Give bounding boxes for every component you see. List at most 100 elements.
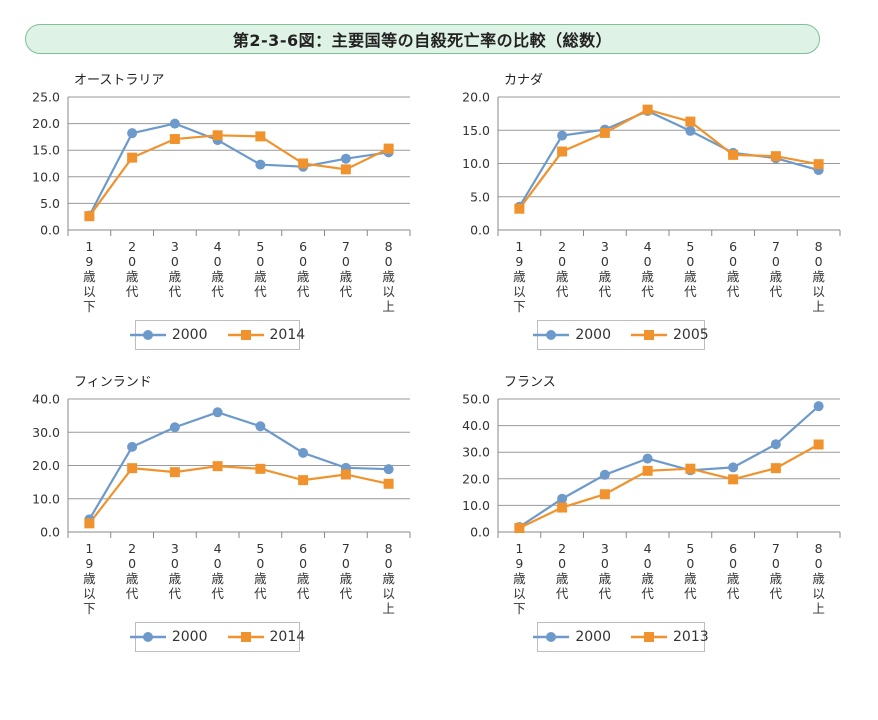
data-point-2000 <box>813 401 824 412</box>
x-tick-label: 7 0 歳代 <box>340 541 353 601</box>
data-point-2000 <box>127 441 138 452</box>
x-tick-label: 1 9 歳以下 <box>83 541 96 616</box>
y-tick-label: 10.0 <box>32 491 60 506</box>
series-line-2005 <box>518 108 819 210</box>
legend-australia: 2000 2014 <box>129 320 305 350</box>
y-tick-label: 0.0 <box>40 525 60 540</box>
data-point-2000 <box>642 453 653 464</box>
y-tick-label: 10.0 <box>462 156 490 171</box>
y-tick-label: 0.0 <box>40 223 60 238</box>
data-point-2000 <box>557 493 568 504</box>
x-tick-label: 5 0 歳代 <box>254 239 267 299</box>
data-point-2000 <box>557 130 568 141</box>
data-point-2013 <box>642 465 653 476</box>
data-point-2014 <box>169 467 180 478</box>
x-tick-label: 8 0 歳以上 <box>812 541 825 616</box>
x-tick-label: 5 0 歳代 <box>684 239 697 299</box>
chart-canada: カナダ 0.0 5.0 10.0 15.0 20.0 1 9 歳以下 2 0 歳代 3 0 歳代 4 0 歳代 5 0… <box>430 70 860 320</box>
y-tick-label: 40.0 <box>462 418 490 433</box>
y-tick-label: 30.0 <box>462 445 490 460</box>
x-tick-label: 6 0 歳代 <box>727 239 740 299</box>
y-tick-label: 10.0 <box>462 498 490 513</box>
y-tick-label: 20.0 <box>462 90 490 105</box>
x-tick-label: 6 0 歳代 <box>727 541 740 601</box>
square-marker-icon <box>631 330 667 340</box>
data-point-2013 <box>514 523 525 534</box>
data-point-2000 <box>169 118 180 129</box>
square-marker-icon <box>227 330 264 340</box>
data-point-2000 <box>383 464 394 475</box>
series-line-2000 <box>518 405 820 528</box>
data-point-2005 <box>514 203 525 214</box>
data-point-2000 <box>770 439 781 450</box>
legend-label: 2000 <box>171 327 208 343</box>
y-tick-label: 25.0 <box>32 90 60 105</box>
square-marker-icon <box>227 632 264 642</box>
data-point-2000 <box>298 447 309 458</box>
y-tick-label: 0.0 <box>470 525 490 540</box>
data-point-2000 <box>599 469 610 480</box>
x-tick-label: 7 0 歳代 <box>340 239 353 299</box>
y-tick-label: 5.0 <box>40 196 60 211</box>
x-tick-label: 7 0 歳代 <box>770 239 783 299</box>
x-tick-label: 1 9 歳以下 <box>513 239 526 314</box>
series-line-2014 <box>88 465 389 525</box>
chart-svg-france: フランス 0.0 10.0 20.0 30.0 40.0 50.0 1 9 歳以下 2 0 歳代 3 0 歳代… <box>462 375 841 616</box>
y-tick-label: 20.0 <box>32 458 60 473</box>
circle-marker-icon <box>533 330 570 340</box>
data-point-2000 <box>255 159 266 170</box>
data-point-2005 <box>813 159 824 170</box>
data-point-2014 <box>84 518 95 529</box>
data-point-2000 <box>169 422 180 433</box>
data-point-2000 <box>685 125 696 136</box>
legend-item-series2: 2013 <box>631 629 709 645</box>
series-line-2013 <box>518 443 820 530</box>
y-tick-label: 15.0 <box>462 123 490 138</box>
x-tick-label: 4 0 歳代 <box>211 239 224 299</box>
legend-item-series1: 2000 <box>533 629 611 645</box>
legend-label: 2000 <box>575 327 611 343</box>
x-tick-label: 8 0 歳以上 <box>382 239 395 314</box>
y-tick-label: 20.0 <box>32 116 60 131</box>
x-tick-label: 4 0 歳代 <box>211 541 224 601</box>
x-tick-label: 3 0 歳代 <box>599 239 612 299</box>
legend-canada: 2000 2005 <box>533 320 709 350</box>
series-line-2000 <box>88 411 389 520</box>
y-tick-label: 15.0 <box>32 143 60 158</box>
legend-item-series1: 2000 <box>129 327 208 343</box>
chart-svg-finland: フィンランド 0.0 10.0 20.0 30.0 40.0 1 9 歳以下 2 0 歳代 3 0 歳代 4 0… <box>32 375 411 616</box>
chart-australia: オーストラリア 0.0 5.0 10.0 15.0 20.0 25.0 1 9 歳以下 2 0 歳代 3 0… <box>0 70 430 320</box>
data-point-2005 <box>685 116 696 127</box>
x-tick-label: 3 0 歳代 <box>599 541 612 601</box>
data-point-2000 <box>340 153 351 164</box>
y-tick-label: 40.0 <box>32 392 60 407</box>
chart-svg-canada: カナダ 0.0 5.0 10.0 15.0 20.0 1 9 歳以下 2 0 歳代 3 0 歳代 4 0 歳代 5 0… <box>462 73 841 314</box>
legend-item-series1: 2000 <box>533 327 611 343</box>
y-tick-label: 0.0 <box>470 223 490 238</box>
legend-label: 2000 <box>575 629 611 645</box>
data-point-2000 <box>212 407 223 418</box>
data-point-2014 <box>127 152 138 163</box>
data-point-2013 <box>599 489 610 500</box>
x-tick-label: 4 0 歳代 <box>641 541 654 601</box>
data-point-2014 <box>255 463 266 474</box>
x-tick-label: 5 0 歳代 <box>254 541 267 601</box>
legend-item-series1: 2000 <box>129 629 208 645</box>
chart-title: フランス <box>504 375 556 390</box>
x-tick-label: 3 0 歳代 <box>169 541 182 601</box>
series-line-2000 <box>88 122 389 217</box>
x-tick-label: 2 0 歳代 <box>126 239 139 299</box>
circle-marker-icon <box>129 632 166 642</box>
data-point-2013 <box>728 474 739 485</box>
x-tick-label: 8 0 歳以上 <box>382 541 395 616</box>
x-tick-label: 6 0 歳代 <box>297 541 310 601</box>
data-point-2014 <box>340 164 351 175</box>
legend-france: 2000 2013 <box>533 622 709 652</box>
legend-item-series2: 2005 <box>631 327 709 343</box>
x-tick-label: 2 0 歳代 <box>556 541 569 601</box>
x-tick-label: 4 0 歳代 <box>641 239 654 299</box>
data-point-2014 <box>298 475 309 486</box>
x-tick-label: 5 0 歳代 <box>684 541 697 601</box>
legend-label: 2005 <box>673 327 709 343</box>
y-tick-label: 5.0 <box>470 189 490 204</box>
